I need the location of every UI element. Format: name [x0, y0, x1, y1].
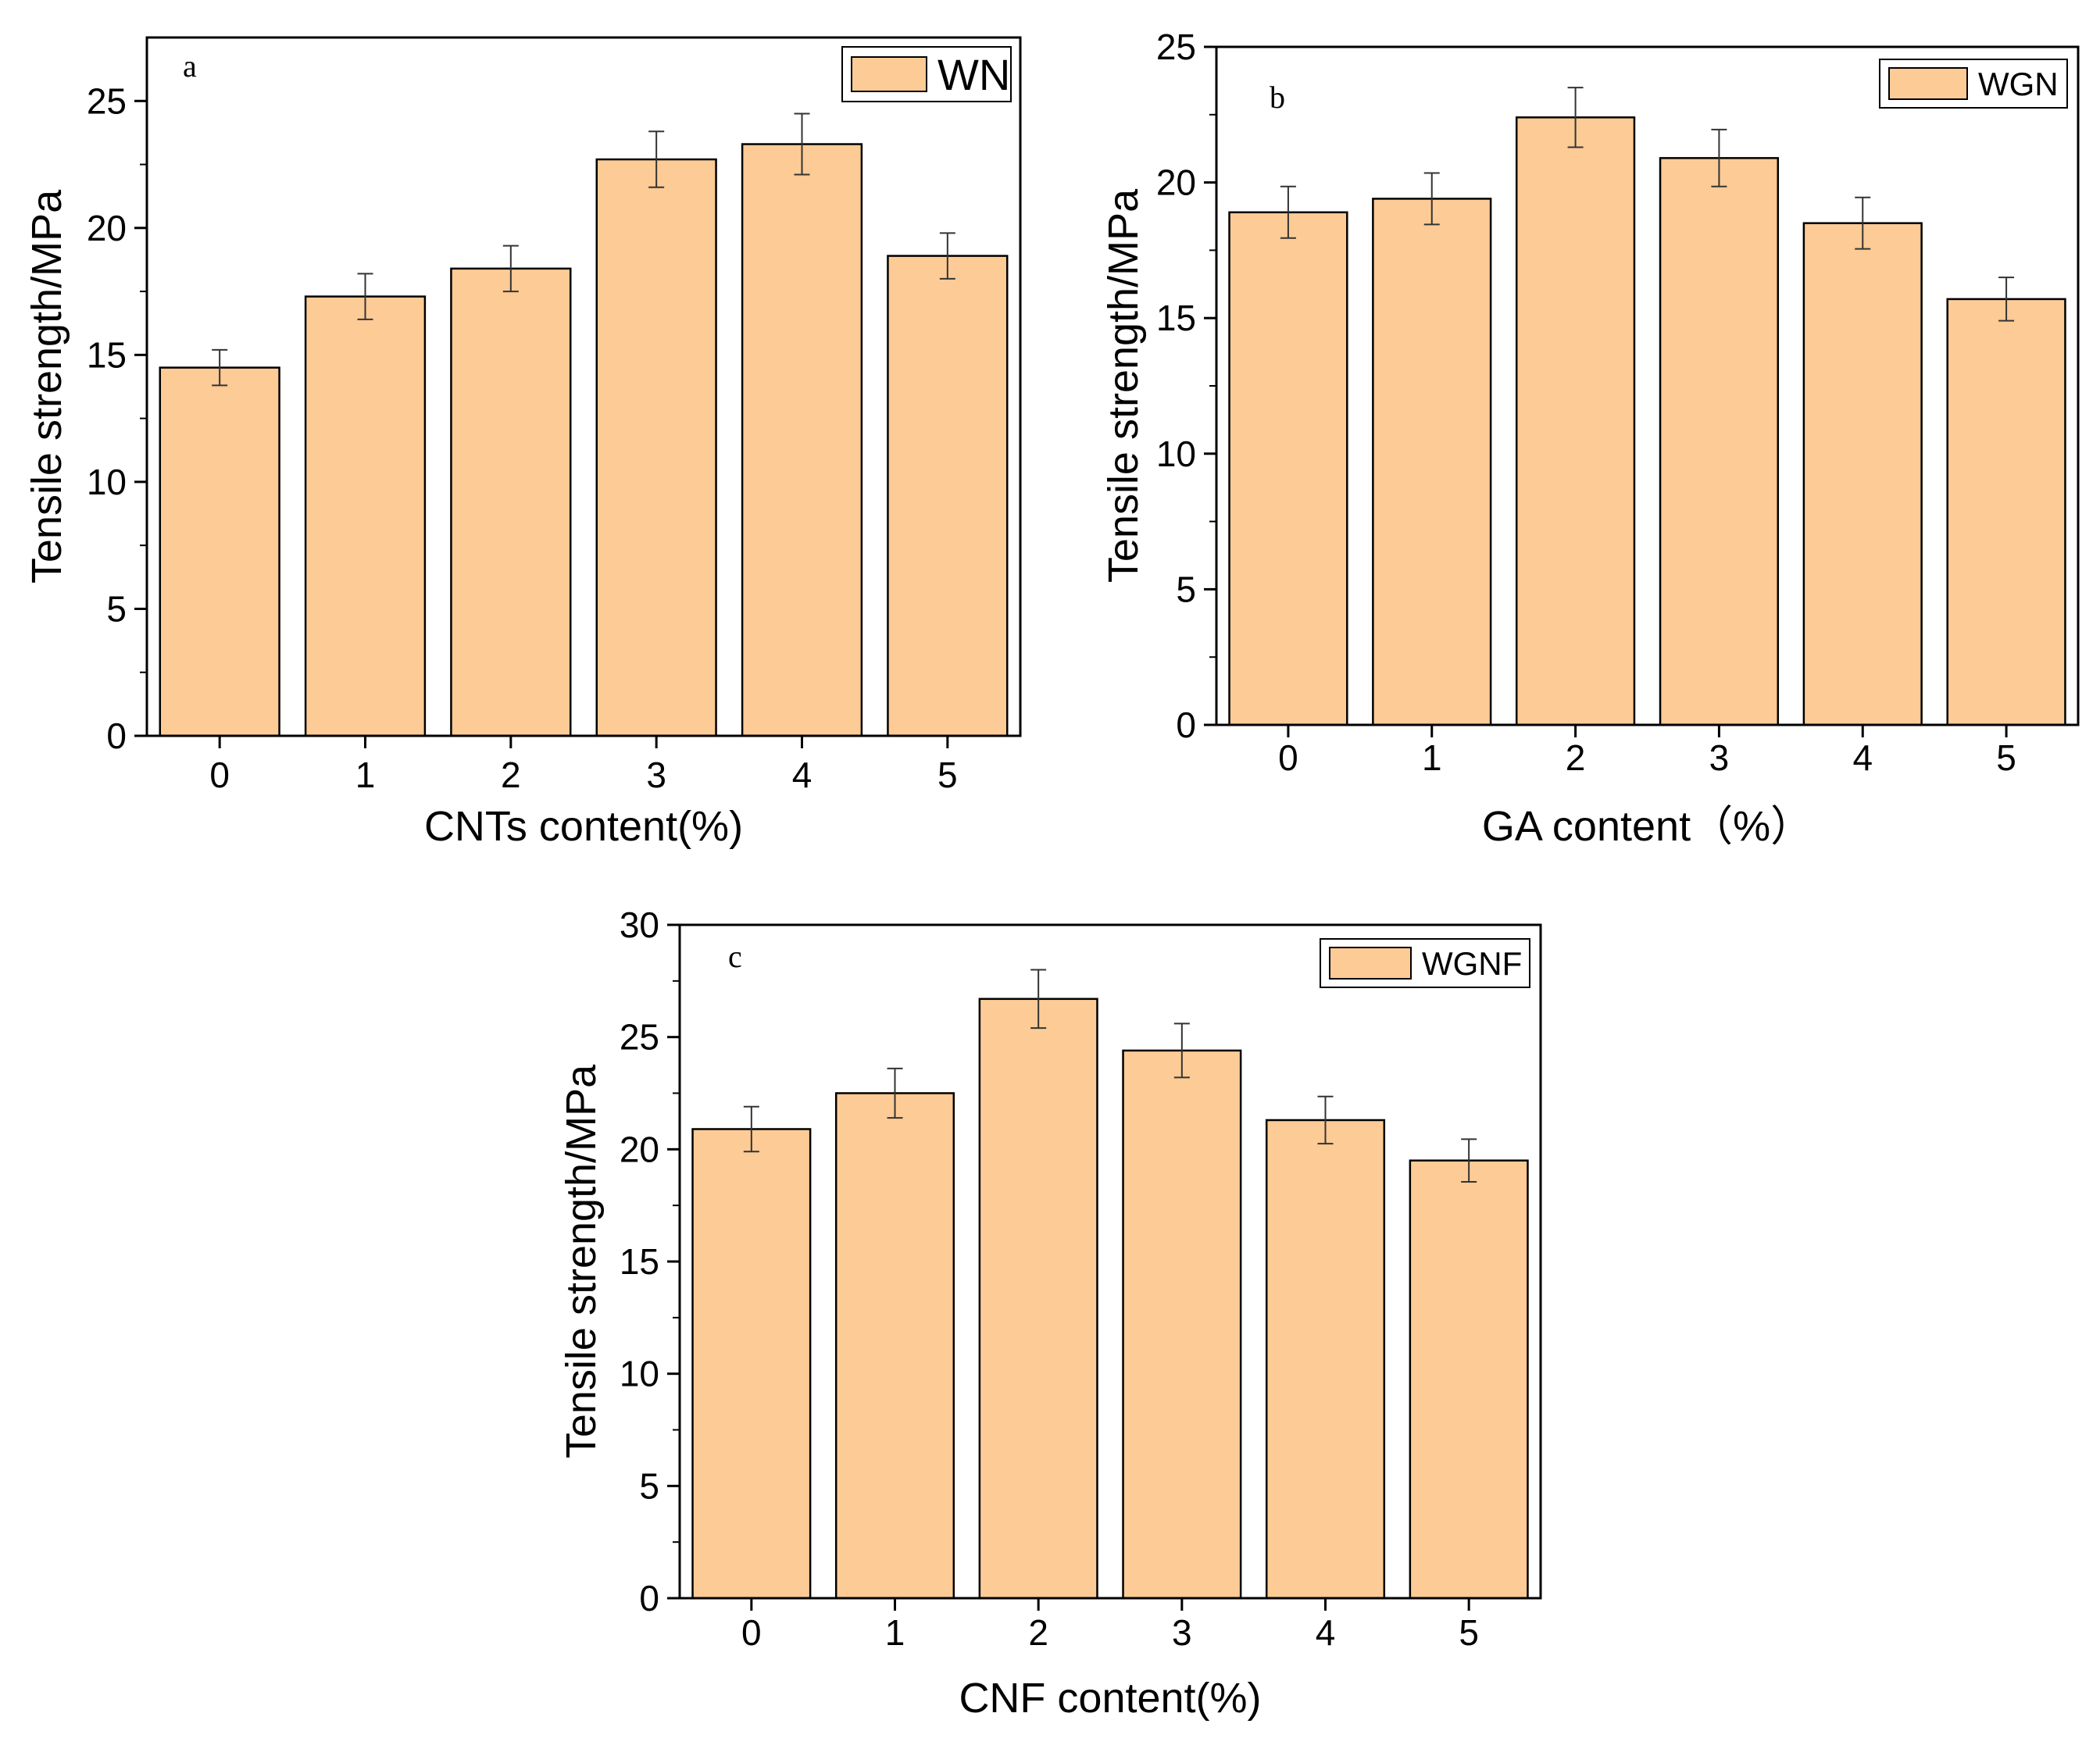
bar [595, 158, 717, 737]
panel-letter: c [728, 939, 742, 974]
legend-swatch [1888, 67, 1968, 100]
bar [304, 295, 427, 737]
legend-label: WGNF [1422, 945, 1522, 982]
y-tick-label: 25 [87, 80, 127, 121]
y-axis-title: Tensile strength/MPa [1100, 188, 1147, 583]
y-tick-label: 15 [87, 334, 127, 375]
legend: WGNF [1320, 938, 1530, 988]
y-tick-label: 5 [1176, 569, 1196, 609]
x-tick-label: 3 [1709, 737, 1730, 778]
y-tick-label: 15 [1156, 298, 1196, 338]
y-tick-label: 10 [620, 1354, 659, 1394]
y-tick-label: 25 [1156, 27, 1196, 67]
bar [887, 255, 1009, 737]
y-tick-label: 20 [620, 1129, 659, 1169]
y-tick-label: 0 [639, 1578, 659, 1618]
legend: WN [841, 46, 1012, 102]
x-tick-label: 1 [355, 755, 376, 795]
legend-label: WN [938, 50, 1010, 99]
y-tick-label: 0 [1176, 705, 1196, 745]
y-tick-label: 10 [1156, 434, 1196, 474]
x-tick-label: 1 [885, 1612, 905, 1653]
y-tick-label: 20 [1156, 162, 1196, 203]
bar [834, 1092, 955, 1600]
x-tick-label: 4 [792, 755, 812, 795]
y-tick-label: 20 [87, 208, 127, 248]
bar [1515, 116, 1636, 726]
legend: WGN [1879, 59, 2068, 109]
x-tick-label: 5 [1459, 1612, 1479, 1653]
panel-letter: a [183, 48, 197, 84]
bar [1409, 1159, 1529, 1600]
chart-panel-b: 0 5 10 15 20 25 0 1 2 3 4 5 GA content（%） Tensile str… [1100, 27, 2080, 850]
legend-label: WGN [1978, 66, 2059, 102]
bar [691, 1128, 812, 1600]
x-tick-label: 5 [1996, 737, 2016, 778]
bar [1372, 198, 1492, 726]
x-tick-label: 2 [1028, 1612, 1048, 1653]
y-axis-title: Tensile strength/MPa [558, 1064, 605, 1458]
y-tick-label: 25 [620, 1017, 659, 1058]
bar [1265, 1119, 1386, 1600]
panel-letter: b [1270, 80, 1285, 115]
chart-panel-c: 0 5 10 15 20 25 30 0 1 2 3 4 5 CNF content(%) Tensile … [558, 905, 1542, 1722]
bar [741, 143, 863, 737]
x-tick-label: 0 [209, 755, 230, 795]
x-tick-label: 2 [1566, 737, 1586, 778]
bar [159, 366, 280, 737]
x-tick-label: 3 [1172, 1612, 1192, 1653]
y-tick-label: 15 [620, 1241, 659, 1282]
y-tick-label: 5 [639, 1465, 659, 1506]
legend-swatch [851, 56, 927, 92]
bar [1228, 211, 1348, 726]
y-tick-label: 30 [620, 905, 659, 945]
bar [978, 997, 1098, 1600]
plot-frame [145, 36, 1022, 737]
bar [1946, 298, 2066, 726]
legend-swatch [1329, 947, 1412, 980]
bar [1802, 222, 1923, 726]
bar [1659, 157, 1780, 726]
bar [1122, 1049, 1242, 1600]
x-tick-label: 3 [646, 755, 666, 795]
y-tick-label: 5 [106, 588, 127, 629]
y-tick-label: 10 [87, 462, 127, 502]
y-axis-title: Tensile strength/MPa [23, 189, 70, 583]
x-tick-label: 0 [741, 1612, 762, 1653]
x-axis-title: CNF content(%) [959, 1675, 1261, 1722]
bar [450, 267, 572, 737]
x-tick-label: 4 [1316, 1612, 1336, 1653]
x-tick-label: 0 [1278, 737, 1298, 778]
x-tick-label: 5 [938, 755, 958, 795]
x-axis-title: CNTs content(%) [424, 803, 743, 850]
y-tick-label: 0 [106, 716, 127, 756]
x-tick-label: 4 [1852, 737, 1873, 778]
x-axis-title: GA content（%） [1482, 803, 1812, 850]
x-tick-label: 1 [1422, 737, 1442, 778]
chart-panel-a: 0 5 10 15 20 25 0 1 2 3 4 5 CNTs content(%) Tensile s… [23, 36, 1022, 850]
x-tick-label: 2 [501, 755, 521, 795]
